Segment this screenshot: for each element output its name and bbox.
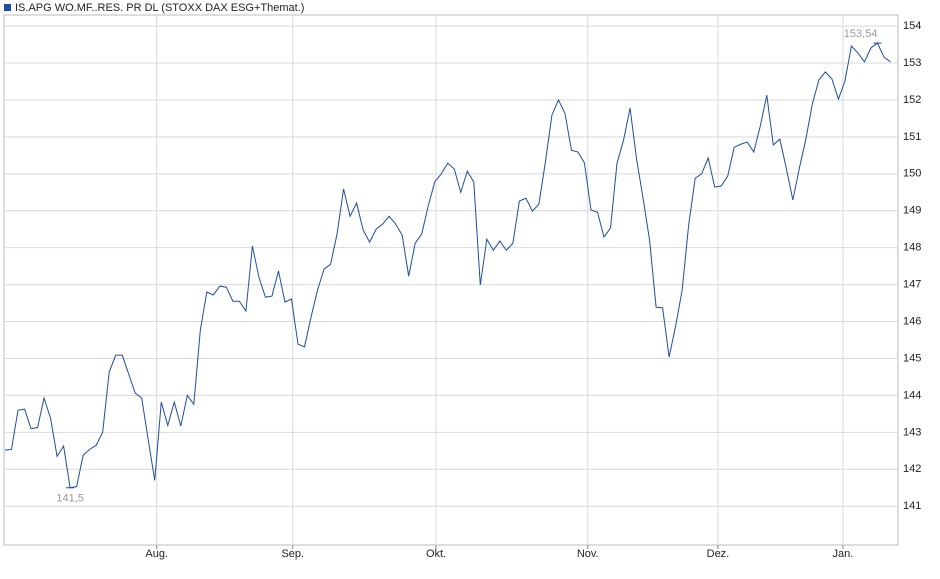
x-tick-label: Dez.	[707, 548, 730, 560]
y-tick-label: 143	[903, 426, 921, 438]
y-tick-label: 146	[903, 315, 921, 327]
y-tick-label: 147	[903, 279, 921, 291]
x-tick-label: Okt.	[426, 548, 446, 560]
y-tick-label: 141	[903, 500, 921, 512]
y-tick-label: 151	[903, 131, 921, 143]
y-tick-label: 148	[903, 242, 921, 254]
x-tick-label: Aug.	[145, 548, 168, 560]
price-line	[4, 42, 891, 489]
y-tick-label: 149	[903, 205, 921, 217]
y-tick-label: 152	[903, 94, 921, 106]
legend-swatch	[4, 4, 11, 11]
x-tick-label: Jan.	[833, 548, 854, 560]
extreme-label: 153,54	[844, 28, 878, 40]
plot-frame	[3, 14, 899, 546]
y-tick-label: 142	[903, 463, 921, 475]
y-tick-label: 153	[903, 57, 921, 69]
y-tick-label: 144	[903, 389, 921, 401]
legend-label: IS.APG WO.MF..RES. PR DL (STOXX DAX ESG+…	[15, 2, 304, 14]
y-tick-label: 154	[903, 20, 921, 32]
y-tick-label: 145	[903, 352, 921, 364]
x-tick-label: Sep.	[281, 548, 304, 560]
extreme-label: 141,5	[56, 493, 84, 505]
y-tick-label: 150	[903, 168, 921, 180]
x-tick-label: Nov.	[577, 548, 599, 560]
